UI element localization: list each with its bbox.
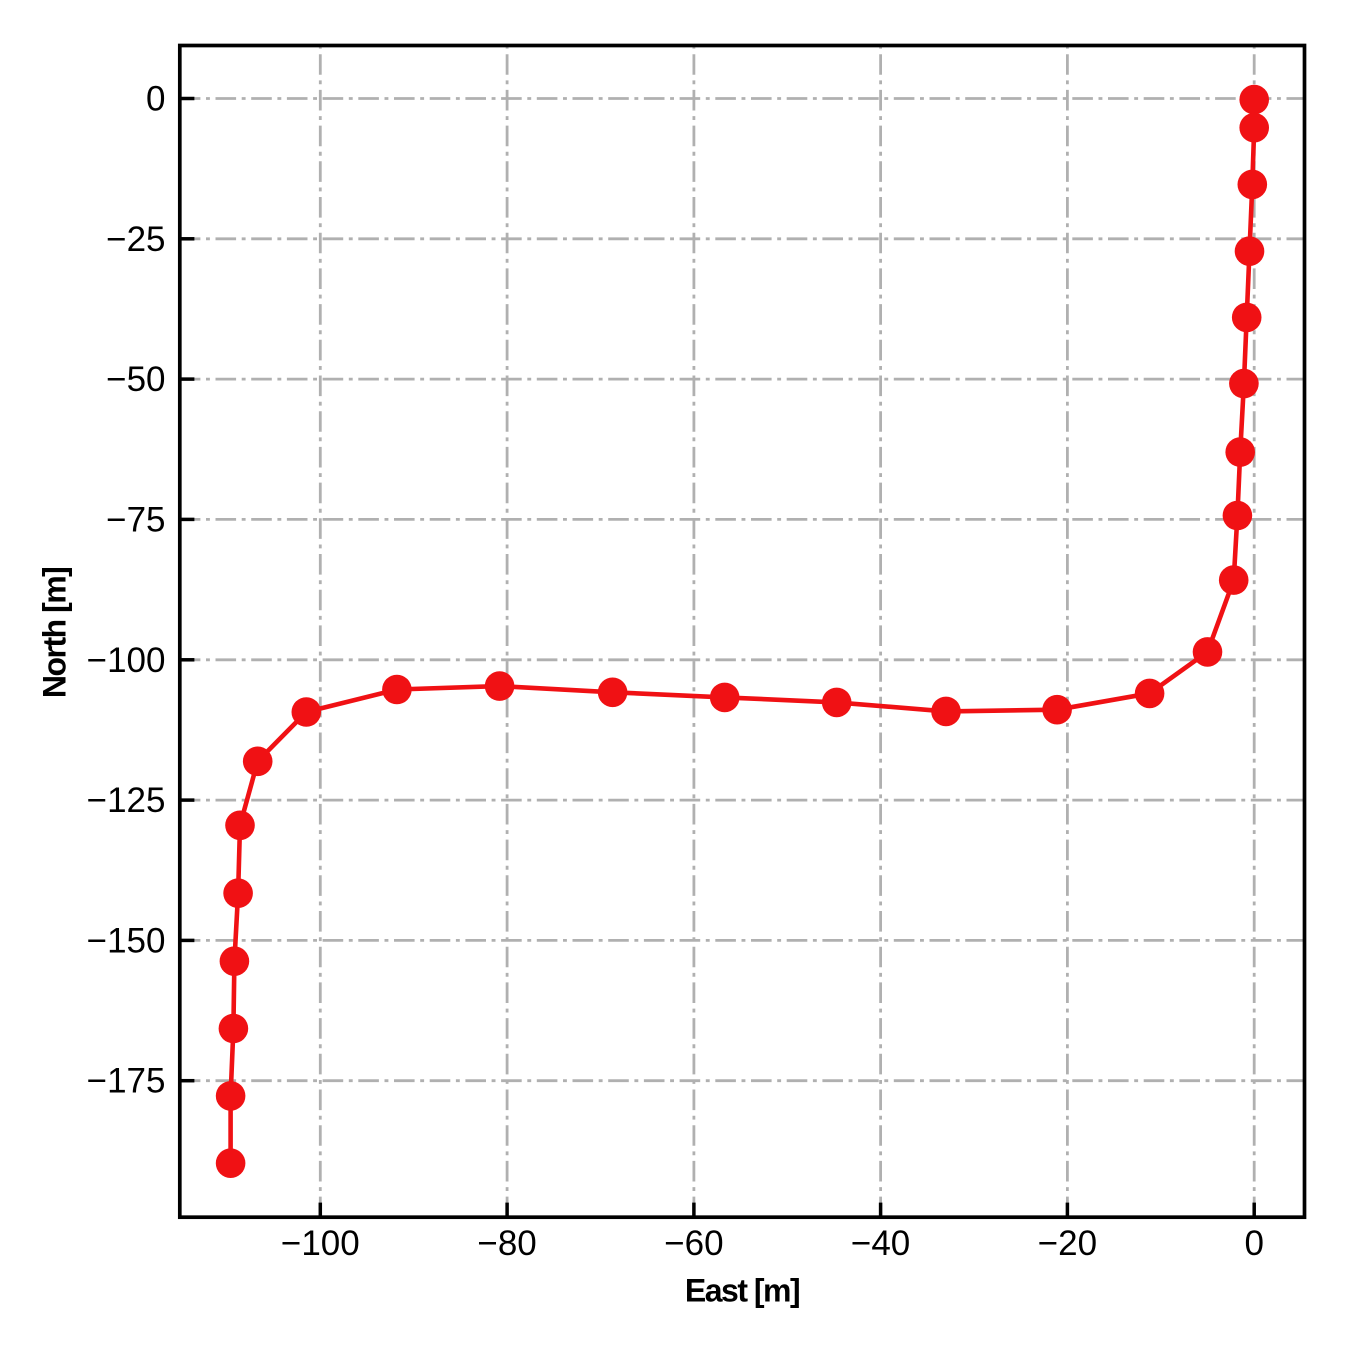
svg-text:−25: −25 bbox=[106, 220, 165, 259]
svg-text:−150: −150 bbox=[87, 921, 166, 960]
svg-text:−60: −60 bbox=[664, 1224, 723, 1263]
svg-text:−125: −125 bbox=[87, 781, 166, 820]
svg-text:−100: −100 bbox=[281, 1224, 360, 1263]
svg-text:0: 0 bbox=[146, 80, 165, 119]
svg-text:−50: −50 bbox=[106, 360, 165, 399]
svg-text:−75: −75 bbox=[106, 500, 165, 539]
svg-text:−175: −175 bbox=[87, 1062, 166, 1101]
svg-text:0: 0 bbox=[1244, 1224, 1263, 1263]
svg-text:North [m]: North [m] bbox=[36, 568, 72, 698]
svg-text:−80: −80 bbox=[477, 1224, 536, 1263]
svg-text:East [m]: East [m] bbox=[685, 1272, 799, 1308]
svg-text:−100: −100 bbox=[87, 641, 166, 680]
svg-text:−20: −20 bbox=[1038, 1224, 1097, 1263]
svg-text:−40: −40 bbox=[851, 1224, 910, 1263]
